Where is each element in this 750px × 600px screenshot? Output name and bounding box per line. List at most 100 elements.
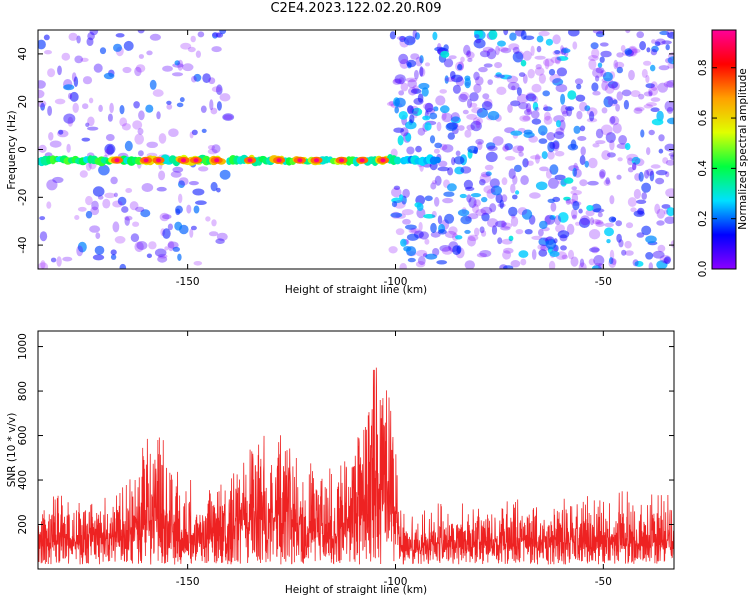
heatmap-y-tick-label: 0 <box>17 146 29 153</box>
heatmap-cell <box>662 258 669 264</box>
heatmap-cell <box>606 152 616 158</box>
heatmap-cell <box>531 235 543 240</box>
heatmap-cell <box>512 51 524 63</box>
heatmap-cell <box>483 63 493 68</box>
heatmap-cell <box>485 171 492 177</box>
heatmap-cell <box>410 53 420 60</box>
heatmap-cell <box>215 238 225 244</box>
heatmap-cell <box>550 56 562 64</box>
heatmap-cell <box>643 60 652 66</box>
heatmap-peak <box>338 158 345 163</box>
heatmap-cell <box>588 55 599 61</box>
heatmap-cell <box>652 250 665 259</box>
heatmap-cell <box>630 207 637 213</box>
heatmap-cell <box>457 63 463 71</box>
heatmap-cell <box>85 122 90 128</box>
heatmap-cell <box>575 94 586 102</box>
heatmap-cell <box>510 100 521 107</box>
heatmap-cell <box>176 102 184 108</box>
heatmap-cell <box>180 42 192 50</box>
heatmap-cell <box>433 106 439 112</box>
heatmap-cell <box>535 181 548 191</box>
heatmap-cell <box>646 102 657 107</box>
heatmap-cell <box>463 44 471 56</box>
heatmap-cell <box>415 56 423 67</box>
heatmap-cell <box>495 72 502 78</box>
heatmap-x-tick-label: -150 <box>176 276 200 288</box>
heatmap-cell <box>191 75 197 83</box>
heatmap-cell <box>388 246 398 254</box>
heatmap-cell <box>639 41 646 51</box>
heatmap-cell <box>135 206 145 212</box>
heatmap-cell <box>501 238 513 245</box>
heatmap-cell <box>98 164 110 176</box>
heatmap-cell <box>82 103 89 110</box>
heatmap-cell <box>591 48 600 59</box>
heatmap-cell <box>460 56 465 63</box>
heatmap-cell <box>397 135 404 146</box>
snr-series-line <box>38 367 674 565</box>
heatmap-cell <box>488 30 498 40</box>
heatmap-cell <box>549 215 556 220</box>
heatmap-cell <box>400 82 409 92</box>
heatmap-cell <box>119 263 127 269</box>
heatmap-cell <box>645 235 657 244</box>
heatmap-cell <box>634 106 645 112</box>
heatmap-cell <box>498 46 509 52</box>
heatmap-cell <box>38 80 46 89</box>
heatmap-cell <box>539 220 548 230</box>
heatmap-cell <box>507 104 513 113</box>
heatmap-cell <box>666 80 674 88</box>
heatmap-cell <box>520 258 527 266</box>
heatmap-cell <box>447 132 455 140</box>
heatmap-cell <box>405 224 417 230</box>
heatmap-cell <box>54 98 66 105</box>
heatmap-cell <box>400 238 407 247</box>
heatmap-cell <box>608 216 617 223</box>
heatmap-cell <box>201 128 207 133</box>
heatmap-cell <box>455 235 463 240</box>
heatmap-y-label: Frequency (Hz) <box>6 110 18 189</box>
heatmap-cell <box>124 215 133 221</box>
heatmap-cell <box>554 56 561 65</box>
heatmap-cell <box>525 93 537 102</box>
heatmap-cell <box>487 110 500 121</box>
heatmap-cell <box>109 102 114 114</box>
heatmap-cell <box>473 71 480 81</box>
heatmap-cell <box>472 203 479 214</box>
heatmap-cell <box>392 78 402 85</box>
heatmap-cell <box>520 59 527 67</box>
heatmap-cell <box>508 206 518 217</box>
heatmap-cell <box>543 237 552 242</box>
heatmap-cell <box>510 130 523 136</box>
heatmap-cell <box>211 86 222 93</box>
heatmap-cell <box>444 230 457 239</box>
heatmap-cell <box>77 206 87 212</box>
heatmap-cell <box>648 90 653 97</box>
heatmap-cell <box>616 66 623 74</box>
heatmap-cell <box>39 216 46 221</box>
heatmap-cell <box>592 67 604 78</box>
heatmap-cell <box>467 145 479 154</box>
heatmap-cell <box>211 144 221 154</box>
heatmap-cell <box>560 104 568 115</box>
heatmap-cell <box>651 39 656 44</box>
heatmap-cell <box>442 197 454 204</box>
heatmap-cell <box>122 66 132 74</box>
heatmap-cell <box>616 174 622 180</box>
heatmap-cell <box>670 154 674 160</box>
heatmap-cell <box>556 56 569 61</box>
heatmap-cell <box>393 78 403 84</box>
heatmap-cell <box>556 67 568 77</box>
heatmap-cell <box>470 193 482 198</box>
heatmap-cell <box>552 34 561 45</box>
heatmap-cell <box>44 50 52 55</box>
heatmap-y-tick-label: 20 <box>17 95 29 108</box>
heatmap-cell <box>482 93 490 100</box>
heatmap-cell <box>574 78 584 85</box>
heatmap-cell <box>193 261 203 266</box>
heatmap-cell <box>416 249 428 257</box>
heatmap-cell <box>589 217 595 226</box>
heatmap-cell <box>61 52 71 61</box>
heatmap-cell <box>531 249 537 260</box>
